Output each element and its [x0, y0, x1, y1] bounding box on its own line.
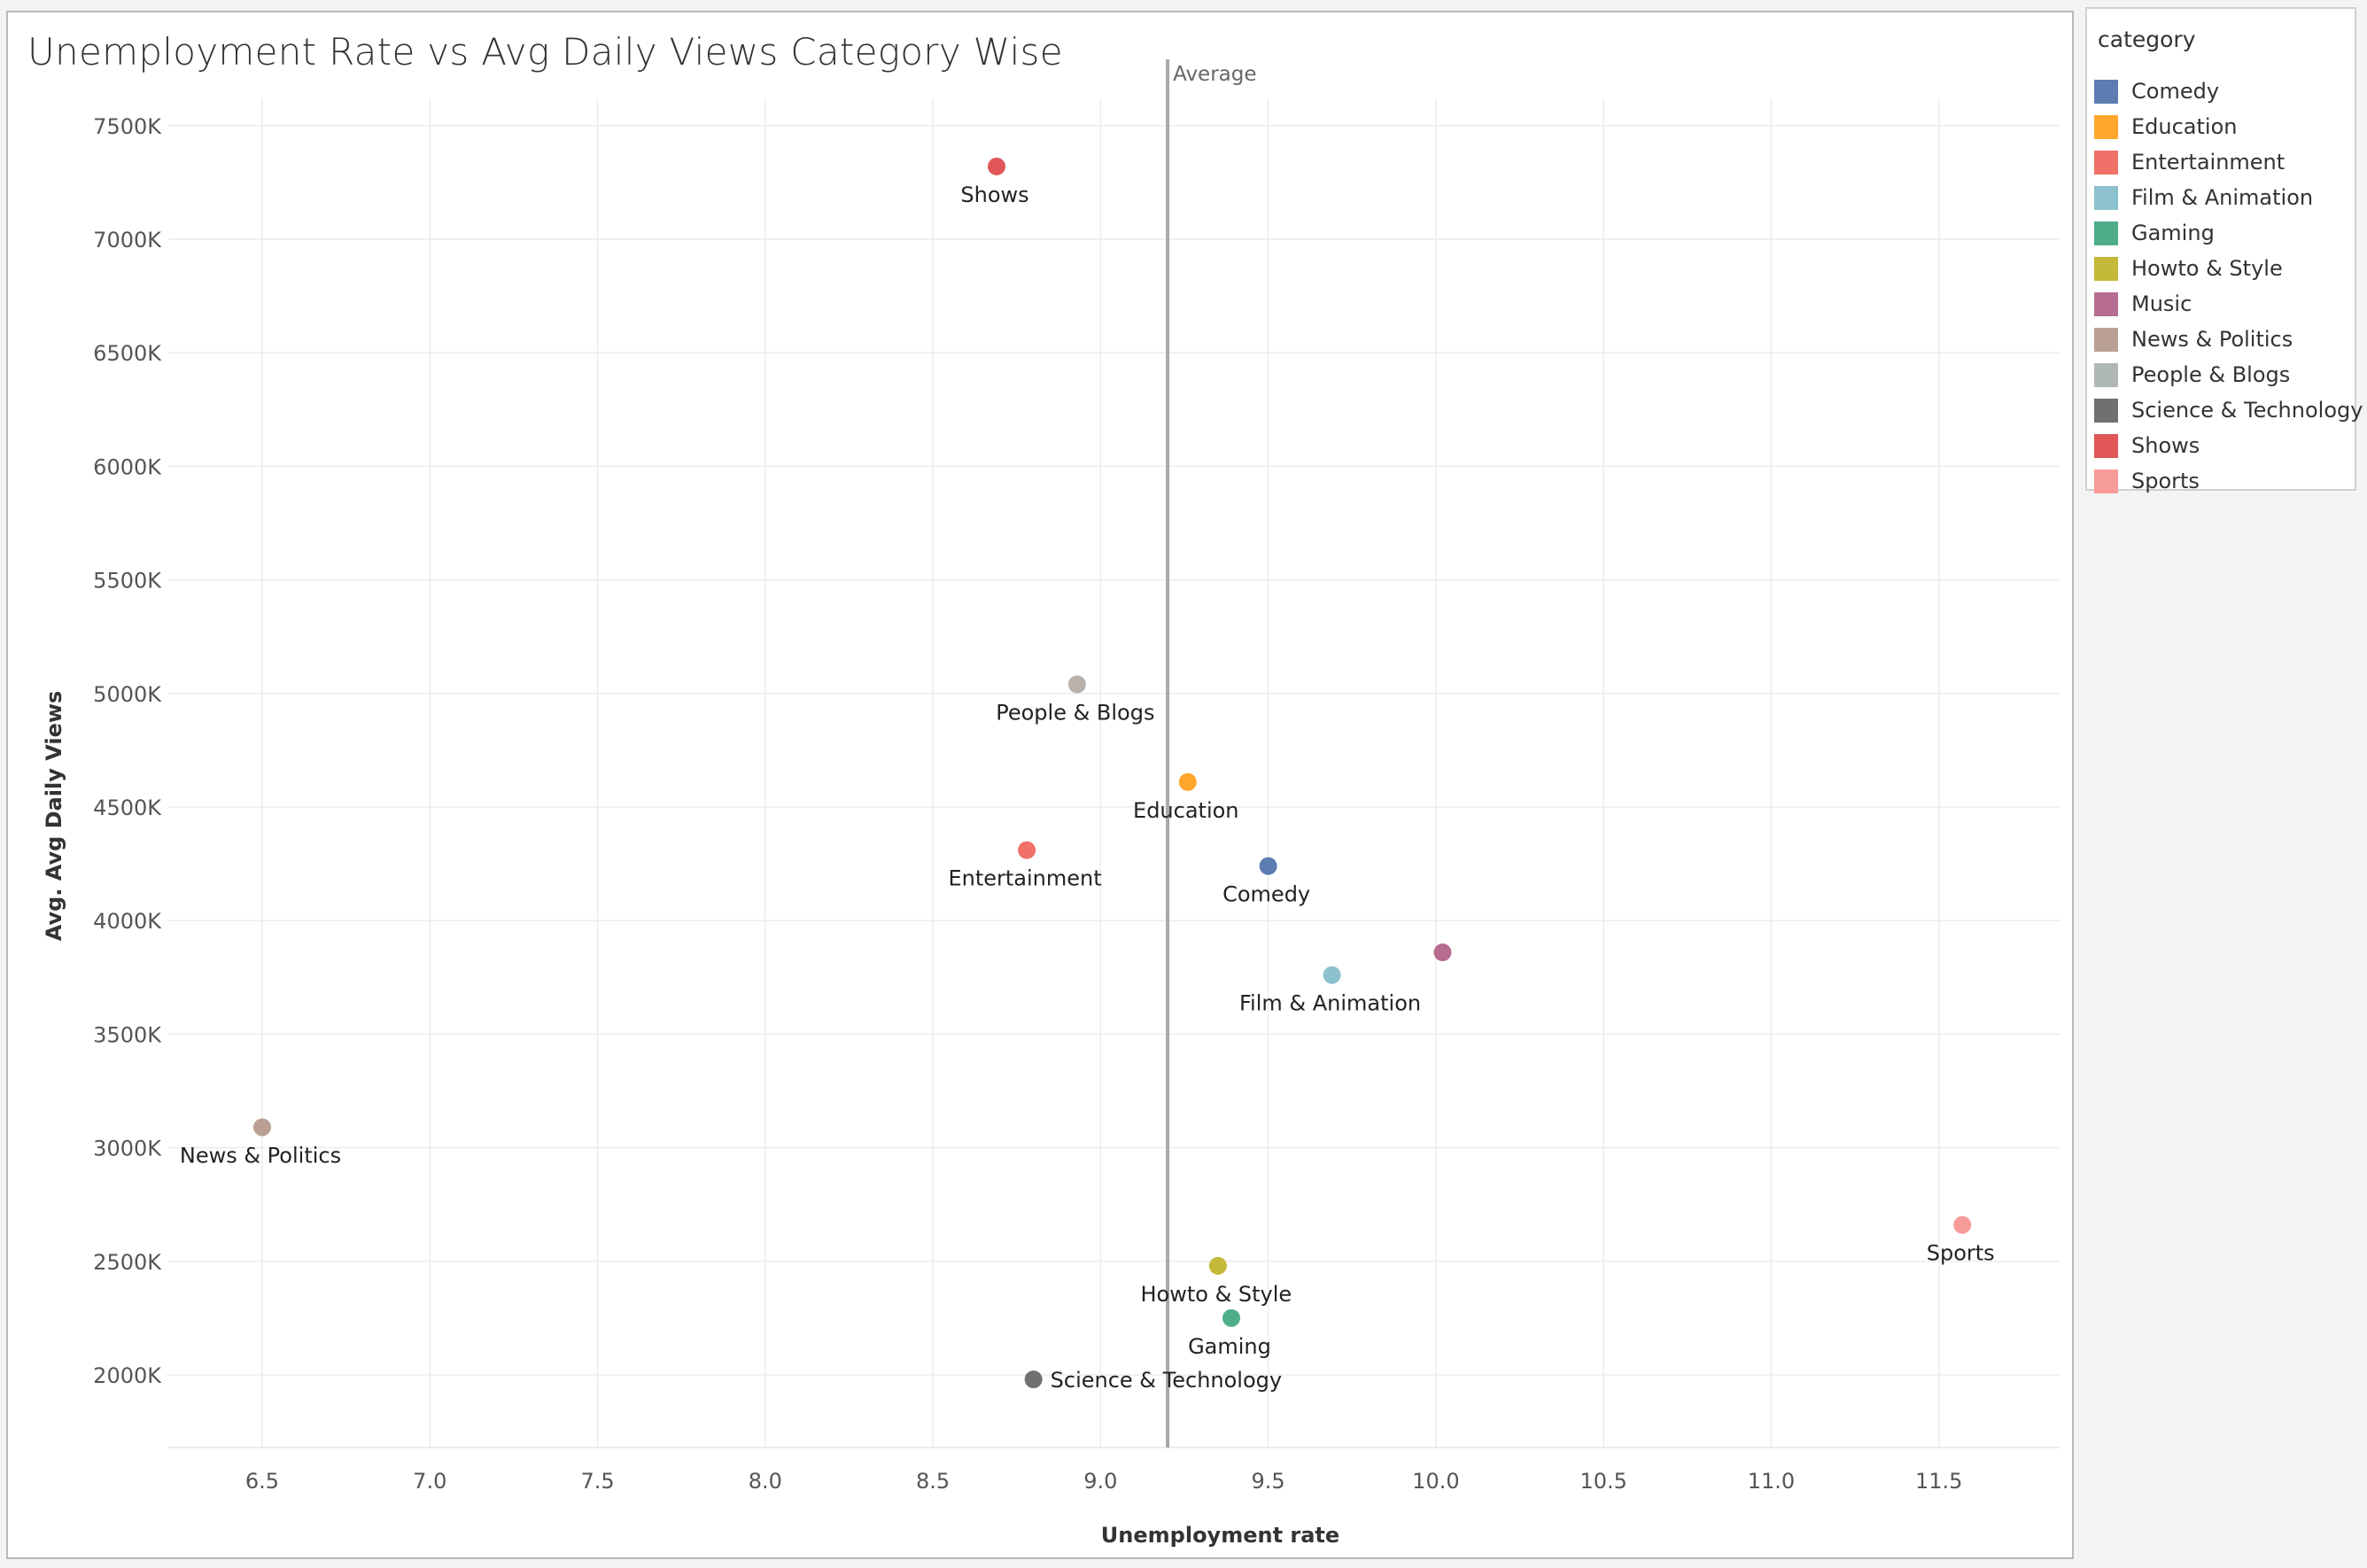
y-tick-label: 3500K — [93, 1022, 162, 1047]
point-howto-style — [1208, 1256, 1227, 1275]
x-tick-label: 8.5 — [916, 1469, 950, 1494]
x-tick-label: 10.0 — [1412, 1469, 1459, 1494]
x-tick-label: 6.5 — [245, 1469, 279, 1494]
y-tick-label: 6000K — [93, 454, 162, 479]
legend: category Comedy Education Entertainment Fil… — [2085, 7, 2363, 493]
legend-swatch — [2094, 257, 2118, 281]
legend-label: Education — [2131, 114, 2238, 139]
point-comedy — [1259, 857, 1277, 875]
legend-label: Shows — [2131, 433, 2200, 458]
legend-swatch — [2094, 399, 2118, 423]
point-label-comedy: Comedy — [1222, 882, 1310, 907]
legend-item[interactable]: Science & Technology — [2094, 395, 2363, 427]
x-tick-label: 7.0 — [413, 1469, 446, 1494]
point-label-education: Education — [1133, 798, 1238, 823]
chart-panel: Unemployment Rate vs Avg Daily Views Cat… — [6, 11, 2074, 1559]
y-axis-title: Avg. Avg Daily Views — [42, 691, 66, 942]
point-education — [1178, 772, 1197, 791]
y-tick-label: 4000K — [93, 909, 162, 934]
x-tick-label: 11.0 — [1748, 1469, 1795, 1494]
legend-item[interactable]: News & Politics — [2094, 324, 2351, 356]
scatter-plot: 6.5 7.0 7.5 8.0 8.5 9.0 9.5 10.0 10.5 11.0 11.5 200… — [42, 59, 2060, 1548]
point-sports — [1953, 1215, 1972, 1234]
point-label-people-blogs: People & Blogs — [996, 701, 1154, 726]
legend-label: Entertainment — [2131, 150, 2286, 175]
legend-item[interactable]: Sports — [2094, 466, 2351, 498]
point-label-news-politics: News & Politics — [180, 1143, 341, 1168]
legend-item[interactable]: Music — [2094, 289, 2351, 321]
legend-label: Sports — [2131, 469, 2200, 493]
legend-label: People & Blogs — [2131, 362, 2291, 387]
y-tick-label: 2500K — [93, 1250, 162, 1275]
point-entertainment — [1018, 841, 1036, 859]
legend-label: Film & Animation — [2131, 185, 2314, 210]
legend-title: category — [2098, 27, 2196, 52]
point-film-animation — [1323, 966, 1341, 984]
legend-item[interactable]: Entertainment — [2094, 147, 2351, 179]
y-tick-label: 6500K — [93, 341, 162, 366]
point-label-film-animation: Film & Animation — [1239, 991, 1421, 1016]
legend-swatch — [2094, 186, 2118, 210]
legend-label: Music — [2131, 291, 2192, 316]
legend-label: Howto & Style — [2131, 256, 2283, 281]
y-tick-label: 5500K — [93, 569, 162, 594]
legend-item[interactable]: Film & Animation — [2094, 182, 2351, 214]
x-tick-label: 11.5 — [1915, 1469, 1962, 1494]
point-music — [1433, 943, 1452, 962]
point-gaming — [1222, 1308, 1240, 1327]
legend-swatch — [2094, 80, 2118, 104]
legend-label: Science & Technology — [2131, 398, 2363, 423]
average-reference-label: Average — [1173, 63, 1256, 86]
y-tick-label: 7500K — [93, 114, 162, 139]
x-axis-title: Unemployment rate — [1101, 1523, 1339, 1548]
x-tick-label: 7.5 — [580, 1469, 614, 1494]
point-label-entertainment: Entertainment — [948, 866, 1101, 891]
legend-label: News & Politics — [2131, 327, 2293, 352]
x-tick-label: 9.0 — [1083, 1469, 1117, 1494]
legend-item[interactable]: People & Blogs — [2094, 360, 2351, 392]
legend-label: Gaming — [2131, 221, 2215, 245]
y-tick-label: 2000K — [93, 1363, 162, 1388]
point-shows — [988, 157, 1006, 175]
legend-swatch — [2094, 363, 2118, 387]
y-tick-label: 4500K — [93, 796, 162, 820]
x-tick-label: 9.5 — [1252, 1469, 1285, 1494]
x-tick-label: 10.5 — [1579, 1469, 1626, 1494]
legend-item[interactable]: Howto & Style — [2094, 253, 2351, 285]
legend-item[interactable]: Education — [2094, 112, 2351, 144]
point-label-gaming: Gaming — [1188, 1334, 1271, 1359]
point-label-science-technology: Science & Technology — [1051, 1368, 1282, 1393]
chart-title: Unemployment Rate vs Avg Daily Views Cat… — [27, 30, 1063, 74]
y-tick-label: 7000K — [93, 228, 162, 252]
x-tick-label: 8.0 — [749, 1469, 782, 1494]
legend-swatch — [2094, 151, 2118, 175]
legend-swatch — [2094, 221, 2118, 245]
legend-swatch — [2094, 292, 2118, 316]
y-tick-label: 3000K — [93, 1137, 162, 1161]
legend-swatch — [2094, 328, 2118, 352]
legend-swatch — [2094, 434, 2118, 458]
point-science-technology — [1024, 1370, 1043, 1389]
legend-label: Comedy — [2131, 79, 2220, 104]
y-tick-label: 5000K — [93, 682, 162, 707]
point-label-howto-style: Howto & Style — [1140, 1282, 1292, 1307]
legend-item[interactable]: Shows — [2094, 431, 2351, 462]
legend-swatch — [2094, 115, 2118, 139]
legend-item[interactable]: Gaming — [2094, 218, 2351, 250]
legend-item[interactable]: Comedy — [2094, 76, 2351, 108]
point-label-shows: Shows — [960, 182, 1028, 207]
point-label-sports: Sports — [1927, 1241, 1995, 1266]
legend-swatch — [2094, 470, 2118, 493]
point-people-blogs — [1067, 675, 1086, 694]
point-news-politics — [252, 1118, 271, 1137]
